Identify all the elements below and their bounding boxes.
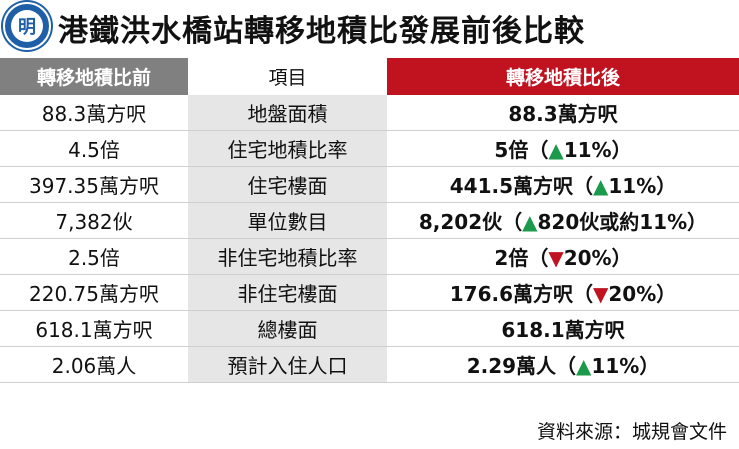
close-paren: ） xyxy=(611,246,632,270)
table-row: 7,382伙 單位數目 8,202伙（▲820伙或約11%） xyxy=(0,202,739,239)
cell-after: 618.1萬方呎 xyxy=(387,310,739,347)
cell-item: 非住宅地積比率 xyxy=(188,238,387,275)
table-row: 397.35萬方呎 住宅樓面 441.5萬方呎（▲11%） xyxy=(0,166,739,203)
after-value: 88.3萬方呎 xyxy=(508,102,618,126)
header-item: 項目 xyxy=(188,58,387,95)
arrow-up-icon: ▲ xyxy=(548,138,564,162)
cell-before: 618.1萬方呎 xyxy=(0,310,188,347)
cell-before: 220.75萬方呎 xyxy=(0,274,188,311)
change-value: 11% xyxy=(563,138,612,162)
close-paren: ） xyxy=(639,354,660,378)
table-header-row: 轉移地積比前 項目 轉移地積比後 xyxy=(0,58,739,95)
after-value: 2倍（ xyxy=(494,246,549,270)
after-value: 2.29萬人（ xyxy=(466,354,577,378)
cell-item: 非住宅樓面 xyxy=(188,274,387,311)
table-body: 88.3萬方呎 地盤面積 88.3萬方呎 4.5倍 住宅地積比率 5倍（▲11%） 397.… xyxy=(0,95,739,383)
after-value: 8,202伙（ xyxy=(418,210,523,234)
change-value: 20% xyxy=(563,246,612,270)
close-paren: ） xyxy=(611,138,632,162)
close-paren: ） xyxy=(656,174,677,198)
table-row: 220.75萬方呎 非住宅樓面 176.6萬方呎（▼20%） xyxy=(0,274,739,311)
arrow-down-icon: ▼ xyxy=(548,246,564,270)
change-value: 11% xyxy=(591,354,640,378)
table-row: 88.3萬方呎 地盤面積 88.3萬方呎 xyxy=(0,95,739,131)
header-after: 轉移地積比後 xyxy=(387,58,739,95)
cell-before: 397.35萬方呎 xyxy=(0,166,188,203)
cell-after: 8,202伙（▲820伙或約11%） xyxy=(387,202,739,239)
close-paren: ） xyxy=(656,282,677,306)
arrow-up-icon: ▲ xyxy=(576,354,592,378)
table-row: 618.1萬方呎 總樓面 618.1萬方呎 xyxy=(0,310,739,347)
cell-item: 單位數目 xyxy=(188,202,387,239)
cell-item: 預計入住人口 xyxy=(188,346,387,383)
comparison-table: 轉移地積比前 項目 轉移地積比後 88.3萬方呎 地盤面積 88.3萬方呎 4.5倍住… xyxy=(0,58,739,383)
cell-after: 176.6萬方呎（▼20%） xyxy=(387,274,739,311)
after-value: 441.5萬方呎（ xyxy=(449,174,593,198)
cell-after: 2.29萬人（▲11%） xyxy=(387,346,739,383)
cell-after: 441.5萬方呎（▲11%） xyxy=(387,166,739,203)
cell-after: 2倍（▼20%） xyxy=(387,238,739,275)
header-before: 轉移地積比前 xyxy=(0,58,188,95)
after-value: 176.6萬方呎（ xyxy=(449,282,593,306)
source-note: 資料來源：城規會文件 xyxy=(536,421,727,443)
arrow-up-icon: ▲ xyxy=(522,210,538,234)
change-value: 820伙或約11% xyxy=(537,210,688,234)
cell-before: 2.5倍 xyxy=(0,238,188,275)
cell-item: 住宅地積比率 xyxy=(188,130,387,167)
change-value: 11% xyxy=(608,174,657,198)
close-paren: ） xyxy=(687,210,708,234)
logo-char: 明 xyxy=(11,10,43,42)
cell-item: 住宅樓面 xyxy=(188,166,387,203)
cell-after: 5倍（▲11%） xyxy=(387,130,739,167)
table-row: 2.5倍 非住宅地積比率 2倍（▼20%） xyxy=(0,238,739,275)
cell-before: 88.3萬方呎 xyxy=(0,95,188,131)
arrow-up-icon: ▲ xyxy=(593,174,609,198)
page-title: 港鐵洪水橋站轉移地積比發展前後比較 xyxy=(58,14,585,49)
cell-before: 7,382伙 xyxy=(0,202,188,239)
table-row: 2.06萬人 預計入住人口 2.29萬人（▲11%） xyxy=(0,346,739,383)
after-value: 618.1萬方呎 xyxy=(501,318,625,342)
cell-item: 地盤面積 xyxy=(188,95,387,131)
page-header: 明 港鐵洪水橋站轉移地積比發展前後比較 xyxy=(0,0,739,50)
cell-item: 總樓面 xyxy=(188,310,387,347)
cell-before: 4.5倍 xyxy=(0,130,188,167)
table-row: 4.5倍 住宅地積比率 5倍（▲11%） xyxy=(0,130,739,167)
newspaper-logo: 明 xyxy=(3,2,51,50)
after-value: 5倍（ xyxy=(494,138,549,162)
cell-before: 2.06萬人 xyxy=(0,346,188,383)
change-value: 20% xyxy=(608,282,657,306)
cell-after: 88.3萬方呎 xyxy=(387,95,739,131)
arrow-down-icon: ▼ xyxy=(593,282,609,306)
